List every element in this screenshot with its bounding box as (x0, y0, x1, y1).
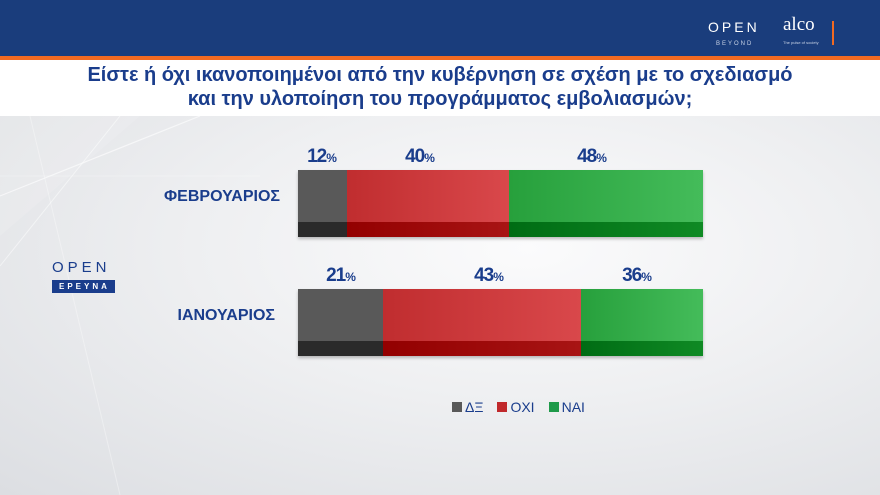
header-accent-line (0, 56, 880, 60)
bar-segment-february-nai (508, 170, 703, 237)
legend-swatch-nai (548, 402, 559, 412)
title-band (0, 60, 880, 116)
bar-segment-january-nai (581, 289, 703, 356)
legend-item-oxi: ΟΧΙ (497, 399, 535, 415)
value-number: 40 (405, 146, 425, 167)
value-label-january-oxi: 43% (474, 265, 504, 287)
bar-segment-january-oxi (383, 289, 582, 356)
legend-item-nai: ΝΑΙ (548, 399, 585, 415)
row-label-february: ΦΕΒΡΟΥΑΡΙΟΣ (164, 188, 280, 205)
open-ereyna-logo: OPEN ΕΡΕΥΝΑ (52, 260, 115, 294)
bar-segment-february-dk (298, 170, 347, 237)
value-label-january-dk: 21% (326, 265, 356, 287)
value-number: 36 (622, 265, 642, 286)
chart-title: Είστε ή όχι ικανοποιημένοι από την κυβέρ… (0, 63, 880, 111)
open-ereyna-logo-ereyna: ΕΡΕΥΝΑ (52, 280, 115, 293)
percent-sign: % (424, 151, 435, 165)
chart-legend: ΔΞ ΟΧΙ ΝΑΙ (452, 399, 599, 415)
decorative-lines (0, 116, 260, 495)
chart-title-line-1: Είστε ή όχι ικανοποιημένοι από την κυβέρ… (87, 64, 793, 86)
value-number: 21 (326, 265, 346, 286)
value-number: 12 (307, 146, 327, 167)
value-label-january-nai: 36% (622, 265, 652, 287)
bar-segment-january-dk (298, 289, 384, 356)
value-label-february-dk: 12% (307, 146, 337, 168)
bar-segment-february-oxi (346, 170, 509, 237)
open-ereyna-logo-open: OPEN (52, 259, 111, 276)
legend-label-oxi: ΟΧΙ (510, 399, 535, 415)
alco-logo: alco (783, 14, 815, 35)
logo-divider (832, 21, 834, 45)
value-label-february-nai: 48% (577, 146, 607, 168)
percent-sign: % (326, 151, 337, 165)
legend-label-nai: ΝΑΙ (561, 399, 585, 415)
open-beyond-logo: OPEN (708, 19, 760, 35)
percent-sign: % (345, 270, 356, 284)
open-beyond-subtitle: BEYOND (716, 41, 754, 47)
bar-february (298, 170, 703, 237)
value-label-february-oxi: 40% (405, 146, 435, 168)
legend-item-dk: ΔΞ (452, 399, 483, 415)
legend-swatch-dk (452, 402, 462, 412)
value-number: 48 (577, 146, 597, 167)
row-label-january: ΙΑΝΟΥΑΡΙΟΣ (177, 307, 276, 324)
bar-january (298, 289, 703, 356)
value-number: 43 (474, 265, 494, 286)
alco-tagline: The pulse of society (783, 40, 819, 45)
legend-swatch-oxi (497, 402, 508, 412)
chart-title-line-2: και την υλοποίηση του προγράμματος εμβολ… (187, 88, 693, 110)
percent-sign: % (596, 151, 607, 165)
percent-sign: % (493, 270, 504, 284)
percent-sign: % (641, 270, 652, 284)
legend-label-dk: ΔΞ (465, 399, 484, 415)
header-bar (0, 0, 880, 56)
